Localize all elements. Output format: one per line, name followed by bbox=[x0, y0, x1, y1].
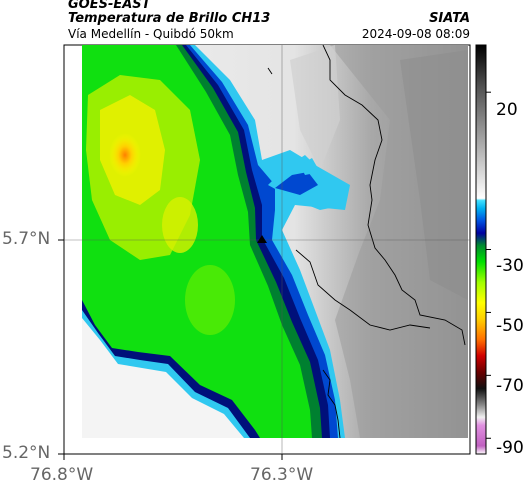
colorbar-label: 20 bbox=[496, 100, 518, 120]
boundary-line bbox=[322, 45, 466, 346]
timestamp: 2024-09-08 08:09 bbox=[361, 27, 470, 41]
product-title: Temperatura de Brillo CH13 bbox=[68, 11, 271, 26]
colorbar-label: -70 bbox=[496, 376, 524, 396]
colorbar-label: -50 bbox=[496, 316, 524, 336]
agency-label: SIATA bbox=[429, 11, 470, 26]
colorbar bbox=[475, 44, 487, 455]
site-marker bbox=[257, 235, 267, 243]
boundary-line bbox=[322, 369, 341, 438]
lat-tick-label: 5.7°N bbox=[2, 229, 51, 249]
region-subtitle: Vía Medellín - Quibdó 50km bbox=[68, 27, 234, 41]
product-name: GOES-EAST bbox=[68, 0, 151, 12]
lat-tick-label: 5.2°N bbox=[2, 443, 51, 463]
lon-tick-label: 76.8°W bbox=[30, 465, 94, 485]
boundary-line bbox=[295, 249, 431, 331]
colorbar-label: -30 bbox=[496, 256, 524, 276]
brightness-temperature-field bbox=[82, 45, 468, 438]
colorbar-label: -90 bbox=[496, 438, 524, 458]
colorbar-ticks bbox=[486, 91, 491, 439]
lon-tick-label: 76.3°W bbox=[250, 465, 314, 485]
